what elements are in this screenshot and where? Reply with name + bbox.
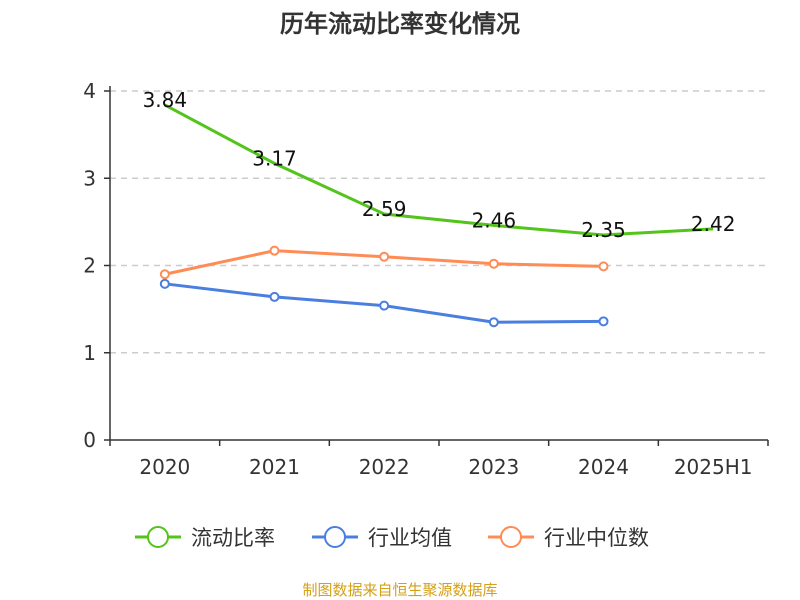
data-point <box>269 245 280 256</box>
legend-label: 行业中位数 <box>544 526 649 550</box>
data-label: 2.42 <box>691 212 736 236</box>
y-tick-label: 2 <box>83 254 96 278</box>
legend-marker <box>147 526 169 548</box>
data-point <box>488 317 499 328</box>
y-tick-label: 1 <box>83 341 96 365</box>
x-tick-label: 2024 <box>578 455 629 479</box>
data-label: 2.46 <box>472 208 517 232</box>
x-tick-label: 2023 <box>468 455 519 479</box>
data-label: 3.84 <box>143 88 188 112</box>
series-line <box>164 103 714 237</box>
data-point <box>159 278 170 289</box>
data-label: 3.17 <box>252 146 297 170</box>
chart-title: 历年流动比率变化情况 <box>280 10 520 38</box>
data-point <box>269 291 280 302</box>
legend-marker <box>500 526 522 548</box>
y-tick-label: 0 <box>83 428 96 452</box>
x-tick-label: 2022 <box>359 455 410 479</box>
x-tick-label: 2021 <box>249 455 300 479</box>
x-tick-label: 2020 <box>139 455 190 479</box>
y-tick-label: 3 <box>83 166 96 190</box>
data-point <box>598 261 609 272</box>
data-point <box>159 269 170 280</box>
data-point <box>379 251 390 262</box>
data-point <box>488 258 499 269</box>
legend-label: 流动比率 <box>191 526 275 550</box>
data-point <box>598 316 609 327</box>
data-point <box>379 300 390 311</box>
source-note: 制图数据来自恒生聚源数据库 <box>302 581 497 599</box>
legend-marker <box>324 526 346 548</box>
y-tick-label: 4 <box>83 79 96 103</box>
legend-label: 行业均值 <box>368 526 452 550</box>
data-label: 2.59 <box>362 197 407 221</box>
data-label: 2.35 <box>581 218 626 242</box>
x-tick-label: 2025H1 <box>674 455 753 479</box>
